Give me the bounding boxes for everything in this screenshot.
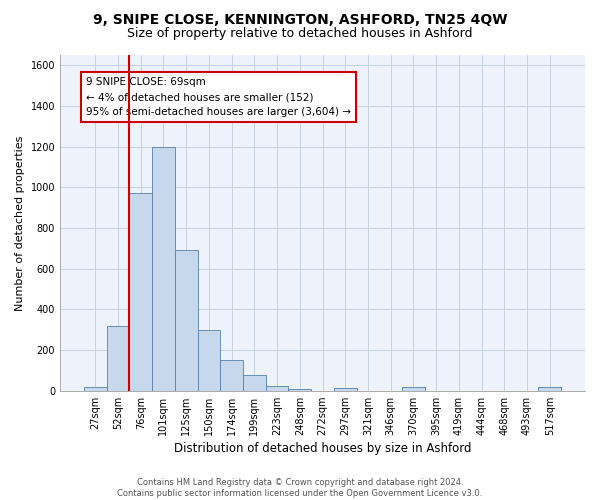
Bar bbox=[152, 146, 175, 390]
Bar bbox=[266, 386, 289, 390]
Text: Size of property relative to detached houses in Ashford: Size of property relative to detached ho… bbox=[127, 28, 473, 40]
Y-axis label: Number of detached properties: Number of detached properties bbox=[15, 135, 25, 310]
Bar bbox=[334, 388, 356, 390]
Bar bbox=[538, 386, 561, 390]
Bar bbox=[220, 360, 243, 390]
Text: 9, SNIPE CLOSE, KENNINGTON, ASHFORD, TN25 4QW: 9, SNIPE CLOSE, KENNINGTON, ASHFORD, TN2… bbox=[93, 12, 507, 26]
Bar bbox=[402, 386, 425, 390]
Text: 9 SNIPE CLOSE: 69sqm
← 4% of detached houses are smaller (152)
95% of semi-detac: 9 SNIPE CLOSE: 69sqm ← 4% of detached ho… bbox=[86, 78, 351, 117]
Bar bbox=[107, 326, 130, 390]
Bar bbox=[84, 386, 107, 390]
Bar bbox=[130, 194, 152, 390]
Bar bbox=[175, 250, 197, 390]
Bar bbox=[289, 388, 311, 390]
Bar bbox=[243, 376, 266, 390]
Text: Contains HM Land Registry data © Crown copyright and database right 2024.
Contai: Contains HM Land Registry data © Crown c… bbox=[118, 478, 482, 498]
Bar bbox=[197, 330, 220, 390]
X-axis label: Distribution of detached houses by size in Ashford: Distribution of detached houses by size … bbox=[174, 442, 471, 455]
